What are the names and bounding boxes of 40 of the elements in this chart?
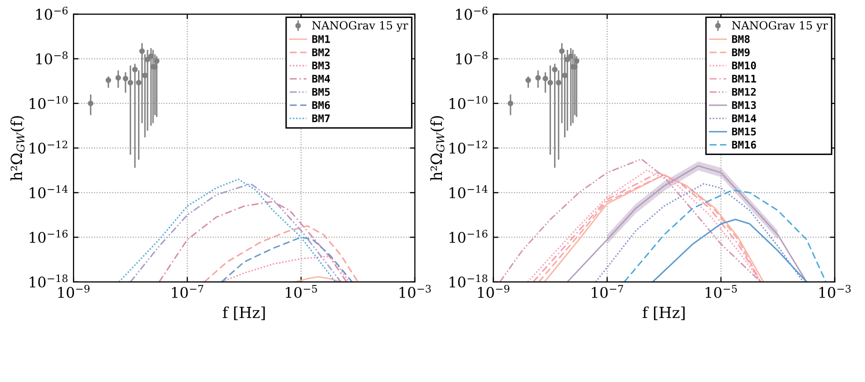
legend-label: BM15 [732,128,756,136]
y-tick-label: 10$^{−8}$ [456,51,488,64]
x-tick-label: 10$^{−5}$ [286,285,317,298]
x-axis-title: f [Hz] [642,306,685,320]
legend-label: BM13 [732,101,756,110]
legend-label: BM7 [312,114,330,122]
y-tick-label: 10$^{−14}$ [450,185,488,198]
legend-label: BM10 [732,62,756,70]
y-tick-label: 10$^{−10}$ [450,96,488,110]
x-axis-title: f [Hz] [222,306,265,320]
legend-label: BM1 [312,35,330,43]
y-tick-label: 10$^{−6}$ [36,6,68,20]
y-axis-title: h²Ω$_{GW}$(f) [10,116,25,181]
legend-label: BM2 [312,48,330,56]
legend-label: NANOGrav 15 yr [312,21,408,32]
legend-label: BM8 [732,35,750,44]
y-tick-label: 10$^{−16}$ [30,230,68,243]
legend-label: BM14 [732,114,756,122]
legend-label: BM5 [312,88,330,96]
legend-label: NANOGrav 15 yr [732,21,828,32]
legend-label: BM9 [732,48,750,56]
legend-label: BM11 [732,74,756,82]
legend-label: BM16 [732,140,756,149]
x-tick-label: 10$^{−3}$ [400,284,431,298]
legend-label: BM12 [732,88,756,96]
x-tick-label: 10$^{−3}$ [819,284,851,298]
y-tick-label: 10$^{−6}$ [456,6,488,20]
y-tick-label: 10$^{−12}$ [450,140,488,154]
y-axis-title: h²Ω$_{GW}$(f) [430,116,444,181]
x-tick-label: 10$^{−5}$ [706,285,737,298]
y-tick-label: 10$^{−10}$ [30,96,68,110]
legend-label: BM4 [312,74,330,82]
legend-label: BM3 [312,62,330,70]
y-tick-label: 10$^{−8}$ [36,51,68,64]
x-tick-label: 10$^{−7}$ [172,285,204,298]
y-tick-label: 10$^{−14}$ [30,185,68,198]
x-tick-label: 10$^{−7}$ [592,285,624,298]
legend-label: BM6 [312,101,330,110]
y-tick-label: 10$^{−16}$ [450,230,488,243]
y-tick-label: 10$^{−12}$ [30,140,68,154]
